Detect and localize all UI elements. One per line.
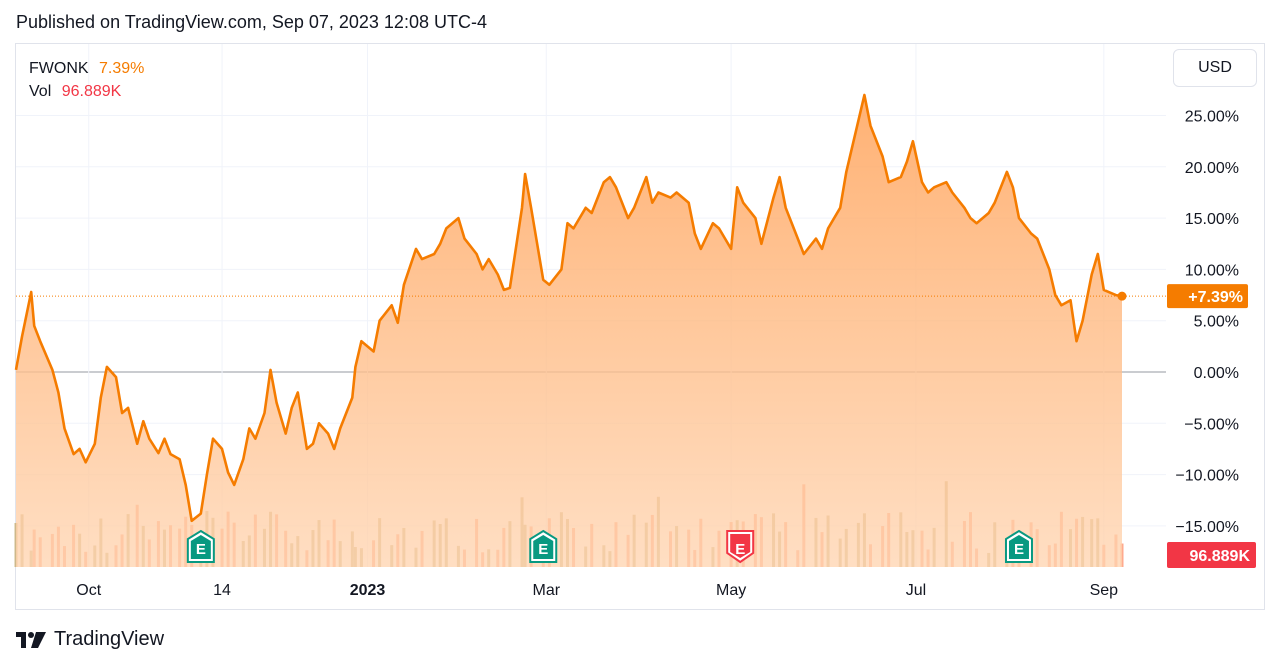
x-tick-label: Sep (1090, 582, 1119, 599)
x-tick-label: Oct (76, 582, 101, 599)
price-line (14, 93, 1123, 523)
volume-badge (1167, 542, 1256, 568)
currency-button[interactable]: USD (1173, 49, 1257, 87)
published-caption: Published on TradingView.com, Sep 07, 20… (16, 12, 487, 32)
earnings-marker[interactable]: E (186, 529, 215, 563)
earnings-marker-label: E (1014, 541, 1024, 558)
earnings-marker[interactable]: E (726, 530, 755, 564)
tradingview-logo-icon (16, 631, 46, 648)
earnings-marker[interactable]: E (529, 529, 558, 563)
earnings-marker-label: E (196, 541, 206, 558)
tradingview-brand[interactable]: TradingView (16, 628, 164, 651)
legend-symbol-row: FWONK 7.39% (29, 57, 150, 80)
y-tick-label: 10.00% (1185, 262, 1239, 279)
legend: FWONK 7.39% Vol 96.889K (29, 57, 150, 103)
last-price-dot (1117, 291, 1127, 301)
x-tick-label: Mar (532, 582, 560, 599)
y-tick-label: 20.00% (1185, 160, 1239, 177)
legend-volume-value: 96.889K (61, 83, 122, 100)
earnings-marker[interactable]: E (1004, 529, 1033, 563)
y-tick-label: −15.00% (1175, 519, 1239, 536)
y-tick-label: 15.00% (1185, 211, 1239, 228)
x-tick-label: 14 (213, 582, 231, 599)
last-price-badge-label: +7.39% (1188, 289, 1243, 306)
chart-frame[interactable] (15, 43, 1265, 610)
volume-badge-label: 96.889K (1190, 548, 1251, 565)
y-tick-label: 0.00% (1194, 365, 1239, 382)
legend-volume-label[interactable]: Vol (29, 83, 52, 100)
x-tick-label: 2023 (350, 582, 386, 599)
y-tick-label: 25.00% (1185, 109, 1239, 126)
y-tick-label: −5.00% (1184, 416, 1239, 433)
last-price-badge (1167, 284, 1248, 309)
earnings-marker-label: E (735, 541, 745, 558)
legend-change: 7.39% (99, 60, 145, 77)
x-tick-label: Jul (906, 582, 926, 599)
earnings-marker-label: E (538, 541, 548, 558)
y-tick-label: −10.00% (1175, 468, 1239, 485)
price-area (16, 95, 1122, 567)
brand-name: TradingView (54, 628, 165, 650)
legend-symbol[interactable]: FWONK (29, 60, 89, 77)
x-tick-label: May (716, 582, 746, 599)
y-tick-label: 5.00% (1194, 314, 1239, 331)
legend-volume-row: Vol 96.889K (29, 80, 150, 103)
